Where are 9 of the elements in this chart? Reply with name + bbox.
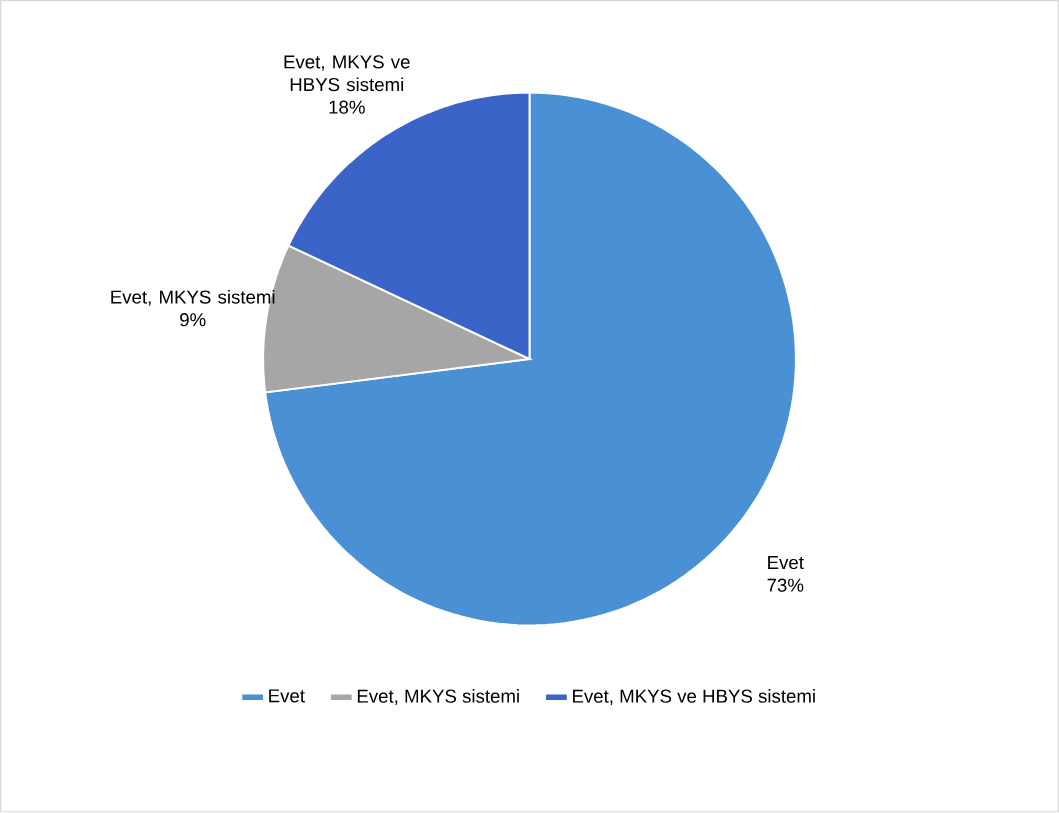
data-label: 18% <box>329 100 365 115</box>
legend-label: Evet, MKYS ve HBYS sistemi <box>573 689 815 706</box>
legend-label: Evet <box>269 689 305 703</box>
data-label: 9% <box>180 313 206 327</box>
slice-label: Evet <box>768 556 804 570</box>
slice-label: Evet, MKYS ve HBYS sistemi <box>284 55 410 92</box>
legend-label: Evet, MKYS sistemi <box>357 689 519 706</box>
slice-label: Evet, MKYS sistemi <box>111 290 275 307</box>
data-label: 73% <box>767 578 804 592</box>
